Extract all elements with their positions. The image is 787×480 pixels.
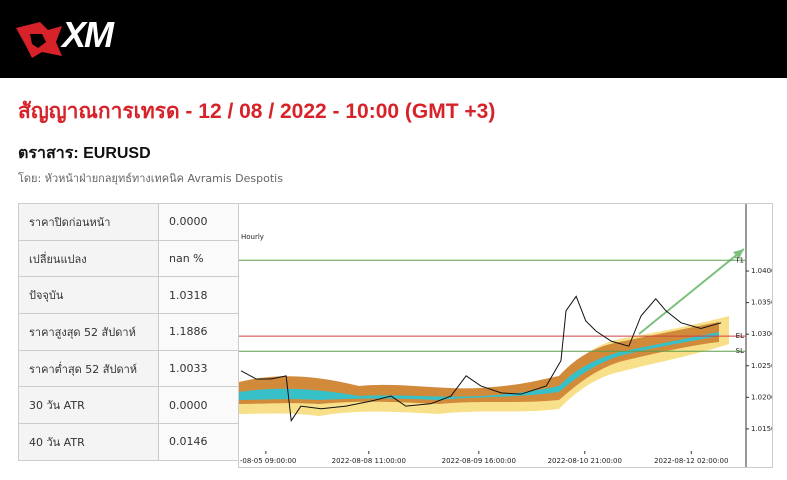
table-row: 40 วัน ATR 0.0146 [18,423,239,461]
stat-label: ราคาต่ำสุด 52 สัปดาห์ [18,349,159,388]
y-tick-label: 1.0400 [751,267,773,275]
chart-title: Hourly [241,233,264,241]
x-tick-label: 2022-08-12 02:00:00 [654,457,728,465]
stat-label: ปัจจุบัน [18,276,159,315]
x-tick-label: 2022-08-09 16:00:00 [442,457,516,465]
stat-value: 0.0146 [158,423,239,461]
target-arrow [638,248,745,335]
table-row: ปัจจุบัน 1.0318 [18,276,239,315]
y-tick-label: 1.0200 [751,393,773,401]
author: โดย: หัวหน้าฝ่ายกลยุทธ์ทางเทคนิค Avramis… [18,172,283,185]
header: XM [0,0,787,78]
x-tick-label: 2-08-05 09:00:00 [238,457,296,465]
page-title: สัญญาณการเทรด - 12 / 08 / 2022 - 10:00 (… [18,100,496,123]
stat-value: 1.0318 [158,276,239,315]
stat-label: ราคาสูงสุด 52 สัปดาห์ [18,313,159,351]
level-label: EL [736,332,744,340]
table-row: ราคาสูงสุด 52 สัปดาห์ 1.1886 [18,313,239,351]
stat-label: ราคาปิดก่อนหน้า [18,203,159,241]
table-row: 30 วัน ATR 0.0000 [18,386,239,425]
stat-value: nan % [158,239,239,278]
stat-value: 1.1886 [158,313,239,351]
level-label: T1 [734,256,744,264]
stat-value: 0.0000 [158,386,239,425]
level-label: SL [736,347,744,355]
stat-value: 0.0000 [158,203,239,241]
arrow-head [733,249,744,259]
logo-text: XM [62,14,114,55]
table-row: ราคาต่ำสุด 52 สัปดาห์ 1.0033 [18,349,239,388]
y-tick-label: 1.0150 [751,425,773,433]
table-row: ราคาปิดก่อนหน้า 0.0000 [18,203,239,241]
y-tick-label: 1.0300 [751,330,773,338]
x-tick-label: 2022-08-08 11:00:00 [332,457,406,465]
stat-label: 30 วัน ATR [18,386,159,425]
band-inner [239,332,719,400]
instrument: ตราสาร: EURUSD [18,145,151,162]
logo-icon [16,22,62,58]
stats-table: ราคาปิดก่อนหน้า 0.0000 เปลี่ยนแปลง nan % ปัจ… [18,203,239,461]
y-tick-label: 1.0350 [751,299,773,307]
x-tick-label: 2022-08-10 21:00:00 [548,457,622,465]
stat-value: 1.0033 [158,349,239,388]
chart: Hourly 1.0400 1.0350 1.0300 1.0250 1.0200 1.0… [238,203,773,468]
stat-label: 40 วัน ATR [18,423,159,461]
y-tick-label: 1.0250 [751,362,773,370]
price-line [240,295,722,423]
stat-label: เปลี่ยนแปลง [18,239,159,278]
table-row: เปลี่ยนแปลง nan % [18,239,239,278]
